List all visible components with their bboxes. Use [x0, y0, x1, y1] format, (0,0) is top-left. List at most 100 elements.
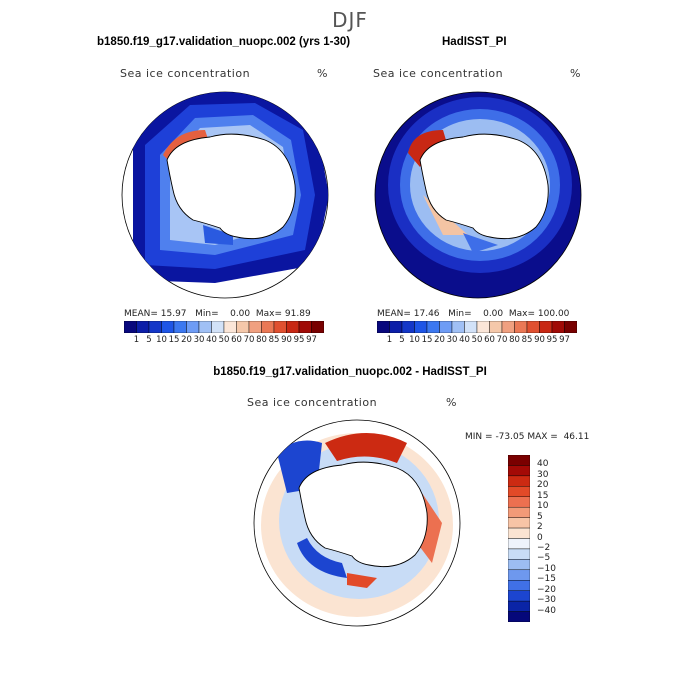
- colorbar-tick-label: −15: [537, 574, 556, 585]
- colorbar-swatch: [173, 321, 187, 333]
- colorbar-tick-label: 20: [434, 335, 445, 345]
- colorbar-tick-label: 15: [537, 490, 549, 501]
- colorbar-swatch: [261, 321, 275, 333]
- colorbar-tick-label: 85: [521, 335, 533, 345]
- panel3-title: b1850.f19_g17.validation_nuopc.002 - Had…: [213, 366, 487, 378]
- colorbar-tick-label: 60: [231, 335, 242, 345]
- panel2-units: %: [570, 67, 581, 80]
- panel2-ice-field: [388, 97, 572, 273]
- colorbar-tick-label: 40: [459, 335, 470, 345]
- panel1-title: b1850.f19_g17.validation_nuopc.002 (yrs …: [97, 36, 351, 48]
- colorbar-swatch: [501, 321, 515, 333]
- colorbar-swatch: [508, 465, 530, 477]
- colorbar-tick-label: 20: [537, 480, 549, 491]
- colorbar-swatch: [508, 600, 530, 612]
- colorbar-swatch: [508, 569, 530, 581]
- colorbar-tick-label: 5: [537, 511, 543, 522]
- colorbar-swatch: [508, 611, 530, 622]
- colorbar-swatch: [508, 590, 530, 602]
- colorbar-swatch: [508, 580, 530, 591]
- colorbar-swatch: [476, 321, 490, 333]
- colorbar-tick-label: 95: [546, 335, 558, 345]
- colorbar-tick-label: 1: [133, 335, 140, 345]
- colorbar-swatch: [508, 455, 530, 466]
- colorbar-swatch: [514, 321, 528, 333]
- colorbar-swatch: [124, 321, 137, 333]
- panel1-stats: MEAN= 15.97 Min= 0.00 Max= 91.89: [124, 309, 311, 319]
- colorbar-tick-label: 50: [218, 335, 230, 345]
- panel3-colorbar: [508, 455, 530, 622]
- colorbar-tick-label: 80: [256, 335, 267, 345]
- panel1-ice-field: [133, 92, 328, 283]
- colorbar-swatch: [377, 321, 390, 333]
- panel3-map: [253, 419, 461, 627]
- season-title: DJF: [332, 8, 368, 32]
- panel3-diff-field: [261, 433, 453, 617]
- colorbar-tick-label: 30: [446, 335, 458, 345]
- panel2-subtitle: Sea ice concentration: [373, 67, 504, 80]
- panel2-colorbar-labels: 1 5 10 15 20 30 40 50 60 70 80 85 90 95 97: [377, 335, 577, 347]
- panel2-colorbar: [377, 321, 577, 333]
- panel2-stats: MEAN= 17.46 Min= 0.00 Max= 100.00: [377, 309, 570, 319]
- panel2-map: [374, 91, 582, 299]
- colorbar-tick-label: 0: [537, 532, 543, 543]
- colorbar-swatch: [508, 475, 530, 487]
- panel3-subtitle: Sea ice concentration: [247, 396, 378, 409]
- colorbar-tick-label: 95: [293, 335, 305, 345]
- colorbar-swatch: [298, 321, 312, 333]
- colorbar-swatch: [186, 321, 200, 333]
- colorbar-swatch: [311, 321, 324, 333]
- colorbar-tick-label: 10: [537, 501, 549, 512]
- colorbar-swatch: [439, 321, 453, 333]
- panel1-units: %: [317, 67, 328, 80]
- colorbar-swatch: [451, 321, 465, 333]
- colorbar-swatch: [526, 321, 540, 333]
- colorbar-swatch: [551, 321, 565, 333]
- colorbar-swatch: [211, 321, 225, 333]
- colorbar-tick-label: 10: [156, 335, 167, 345]
- colorbar-swatch: [539, 321, 553, 333]
- panel2-antarctica-outline: [419, 133, 549, 240]
- colorbar-swatch: [389, 321, 403, 333]
- colorbar-swatch: [508, 538, 530, 550]
- panel3-stats: MIN = -73.05 MAX = 46.11: [465, 432, 590, 442]
- colorbar-swatch: [508, 506, 530, 518]
- colorbar-swatch: [489, 321, 503, 333]
- colorbar-swatch: [564, 321, 577, 333]
- colorbar-tick-label: 30: [193, 335, 205, 345]
- colorbar-swatch: [508, 496, 530, 508]
- colorbar-tick-label: 70: [243, 335, 255, 345]
- colorbar-tick-label: −40: [537, 605, 556, 616]
- colorbar-tick-label: 60: [484, 335, 495, 345]
- colorbar-swatch: [464, 321, 478, 333]
- colorbar-tick-label: −10: [537, 563, 556, 574]
- colorbar-tick-label: 90: [281, 335, 292, 345]
- colorbar-swatch: [508, 548, 530, 560]
- colorbar-tick-label: 97: [559, 335, 570, 345]
- colorbar-tick-label: 15: [421, 335, 433, 345]
- panel1-map: [121, 91, 329, 299]
- colorbar-tick-label: −30: [537, 595, 556, 606]
- colorbar-tick-label: 80: [509, 335, 520, 345]
- colorbar-swatch: [136, 321, 150, 333]
- colorbar-tick-label: 30: [537, 469, 549, 480]
- colorbar-tick-label: −20: [537, 584, 556, 595]
- panel3-units: %: [446, 396, 457, 409]
- panel1-colorbar-labels: 1 5 10 15 20 30 40 50 60 70 80 85 90 95 97: [124, 335, 324, 347]
- colorbar-swatch: [273, 321, 287, 333]
- colorbar-swatch: [508, 559, 530, 571]
- colorbar-swatch: [508, 527, 530, 539]
- colorbar-swatch: [508, 486, 530, 497]
- panel3-colorbar-labels: 40 30 20 15 10 5 2 0 −2 −5 −10 −15 −20 −30 −40: [537, 455, 577, 622]
- colorbar-tick-label: 2: [537, 522, 543, 533]
- colorbar-tick-label: 1: [386, 335, 393, 345]
- colorbar-tick-label: 97: [306, 335, 317, 345]
- colorbar-swatch: [426, 321, 440, 333]
- panel3-antarctica-outline: [298, 461, 428, 568]
- panel2-title: HadISST_PI: [442, 36, 507, 48]
- colorbar-tick-label: −5: [537, 553, 551, 564]
- colorbar-tick-label: 90: [534, 335, 545, 345]
- colorbar-swatch: [286, 321, 300, 333]
- colorbar-swatch: [236, 321, 250, 333]
- colorbar-swatch: [148, 321, 162, 333]
